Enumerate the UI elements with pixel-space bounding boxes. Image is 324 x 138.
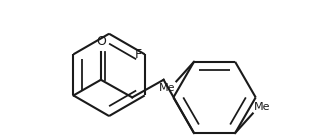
Text: Me: Me — [254, 102, 270, 112]
Text: O: O — [96, 35, 106, 48]
Text: Me: Me — [159, 83, 175, 93]
Text: F: F — [135, 48, 142, 61]
